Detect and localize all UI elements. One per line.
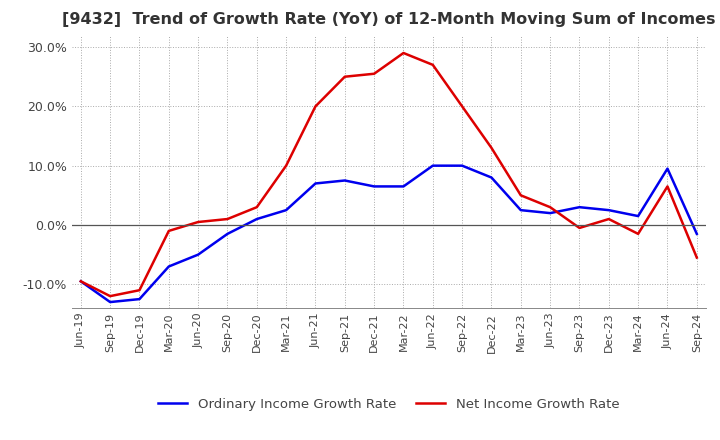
Net Income Growth Rate	[516, 193, 525, 198]
Ordinary Income Growth Rate	[135, 297, 144, 302]
Ordinary Income Growth Rate	[516, 208, 525, 213]
Ordinary Income Growth Rate	[634, 213, 642, 219]
Ordinary Income Growth Rate	[605, 208, 613, 213]
Net Income Growth Rate	[663, 184, 672, 189]
Ordinary Income Growth Rate	[458, 163, 467, 169]
Ordinary Income Growth Rate	[575, 205, 584, 210]
Net Income Growth Rate	[546, 205, 554, 210]
Net Income Growth Rate	[428, 62, 437, 67]
Net Income Growth Rate	[135, 288, 144, 293]
Ordinary Income Growth Rate	[106, 300, 114, 305]
Legend: Ordinary Income Growth Rate, Net Income Growth Rate: Ordinary Income Growth Rate, Net Income …	[153, 392, 624, 416]
Net Income Growth Rate	[458, 104, 467, 109]
Title: [9432]  Trend of Growth Rate (YoY) of 12-Month Moving Sum of Incomes: [9432] Trend of Growth Rate (YoY) of 12-…	[62, 12, 716, 27]
Net Income Growth Rate	[164, 228, 173, 234]
Ordinary Income Growth Rate	[341, 178, 349, 183]
Ordinary Income Growth Rate	[428, 163, 437, 169]
Net Income Growth Rate	[106, 293, 114, 299]
Net Income Growth Rate	[370, 71, 379, 77]
Ordinary Income Growth Rate	[546, 210, 554, 216]
Ordinary Income Growth Rate	[693, 231, 701, 237]
Net Income Growth Rate	[253, 205, 261, 210]
Net Income Growth Rate	[341, 74, 349, 79]
Ordinary Income Growth Rate	[194, 252, 202, 257]
Net Income Growth Rate	[223, 216, 232, 222]
Line: Ordinary Income Growth Rate: Ordinary Income Growth Rate	[81, 166, 697, 302]
Line: Net Income Growth Rate: Net Income Growth Rate	[81, 53, 697, 296]
Ordinary Income Growth Rate	[164, 264, 173, 269]
Ordinary Income Growth Rate	[282, 208, 290, 213]
Net Income Growth Rate	[311, 104, 320, 109]
Net Income Growth Rate	[634, 231, 642, 237]
Ordinary Income Growth Rate	[253, 216, 261, 222]
Ordinary Income Growth Rate	[487, 175, 496, 180]
Net Income Growth Rate	[76, 279, 85, 284]
Ordinary Income Growth Rate	[311, 181, 320, 186]
Ordinary Income Growth Rate	[663, 166, 672, 171]
Net Income Growth Rate	[194, 220, 202, 225]
Ordinary Income Growth Rate	[223, 231, 232, 237]
Ordinary Income Growth Rate	[76, 279, 85, 284]
Net Income Growth Rate	[487, 145, 496, 150]
Net Income Growth Rate	[693, 255, 701, 260]
Net Income Growth Rate	[605, 216, 613, 222]
Net Income Growth Rate	[575, 225, 584, 231]
Net Income Growth Rate	[399, 50, 408, 55]
Ordinary Income Growth Rate	[399, 184, 408, 189]
Ordinary Income Growth Rate	[370, 184, 379, 189]
Net Income Growth Rate	[282, 163, 290, 169]
